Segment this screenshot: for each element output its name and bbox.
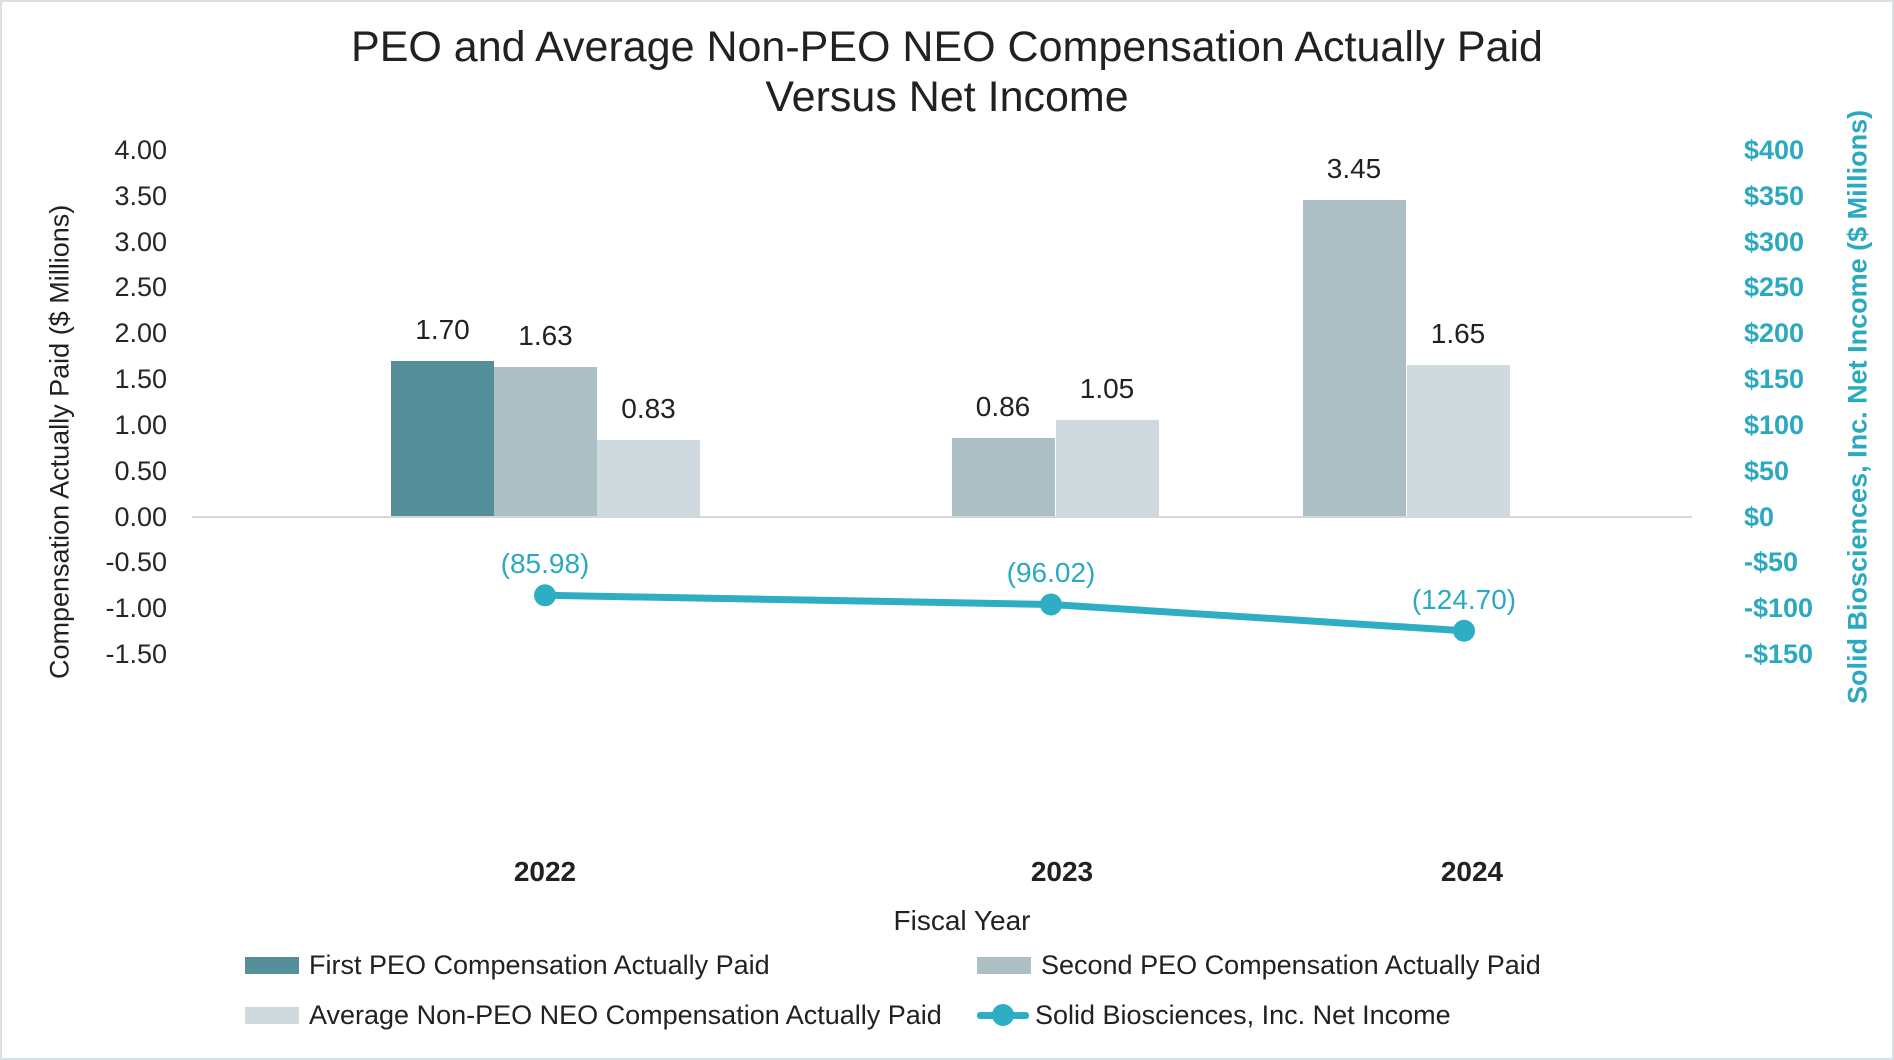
legend-item-avg-non-peo: Average Non-PEO NEO Compensation Actuall… (245, 998, 942, 1032)
right-axis-tick: $250 (1744, 272, 1805, 303)
chart-title-line1: PEO and Average Non-PEO NEO Compensation… (351, 23, 1543, 71)
right-axis-tick: $400 (1744, 135, 1805, 165)
bar-2024-series-1 (1302, 200, 1406, 517)
right-axis-tick: -$150 (1744, 638, 1814, 669)
bar-data-label: 1.65 (1430, 318, 1486, 350)
left-axis-tick: 3.00 (114, 226, 167, 257)
left-axis-tick: 0.00 (114, 501, 167, 532)
avg-non-peo-swatch-icon (245, 1006, 299, 1024)
right-axis-tick: -$50 (1744, 547, 1799, 578)
x-axis-line (192, 516, 1692, 518)
net-income-line-marker-icon (977, 1004, 1029, 1026)
bar-2024-series-2 (1406, 365, 1510, 517)
left-axis-tick: -1.00 (105, 593, 167, 624)
right-axis-tick: $200 (1744, 318, 1805, 349)
legend-label: Second PEO Compensation Actually Paid (1041, 949, 1541, 980)
bar-data-label: 0.86 (975, 390, 1031, 422)
bar-2022-series-2 (597, 440, 700, 517)
right-axis-tick: $50 (1744, 455, 1790, 486)
legend-item-first-peo: First PEO Compensation Actually Paid (245, 948, 770, 982)
legend-label: Solid Biosciences, Inc. Net Income (1035, 999, 1451, 1030)
right-axis-tick: -$100 (1744, 593, 1814, 624)
left-axis-tick: 1.50 (114, 364, 167, 395)
chart-title-line2: Versus Net Income (765, 73, 1129, 121)
left-axis-tick: -1.50 (105, 638, 167, 669)
right-axis-tick: $350 (1744, 180, 1805, 211)
left-axis-tick: 1.00 (114, 409, 167, 440)
chart-title: PEO and Average Non-PEO NEO Compensation… (2, 22, 1892, 122)
bar-2022-series-1 (494, 367, 597, 517)
x-axis-label-2022: 2022 (513, 856, 577, 887)
line-marker (534, 584, 556, 607)
line-marker (1453, 619, 1475, 642)
right-axis-tick: $100 (1744, 409, 1805, 440)
bar-2022-series-0 (391, 360, 494, 517)
x-axis-title: Fiscal Year (893, 905, 1031, 936)
bar-data-label: 1.05 (1079, 373, 1135, 405)
second-peo-swatch-icon (977, 956, 1031, 974)
first-peo-swatch-icon (245, 956, 299, 974)
net-income-data-label: (85.98) (500, 548, 590, 580)
net-income-data-label: (96.02) (1006, 557, 1096, 589)
line-marker (1040, 593, 1062, 616)
left-axis-tick: -0.50 (105, 547, 167, 578)
bar-data-label: 3.45 (1326, 153, 1382, 185)
right-axis-tick: $0 (1744, 501, 1775, 532)
right-axis-tick: $150 (1744, 364, 1805, 395)
bar-data-label: 1.63 (518, 320, 573, 352)
bar-2023-series-1 (951, 437, 1055, 517)
legend-label: Average Non-PEO NEO Compensation Actuall… (309, 999, 942, 1030)
left-axis-tick: 2.50 (114, 272, 167, 303)
legend-item-second-peo: Second PEO Compensation Actually Paid (977, 948, 1541, 982)
x-axis-label-2023: 2023 (1030, 856, 1094, 887)
left-axis-tick: 3.50 (114, 180, 167, 211)
net-income-data-label: (124.70) (1411, 583, 1517, 615)
left-axis-tick: 0.50 (114, 455, 167, 486)
bar-data-label: 1.70 (415, 313, 470, 345)
legend-item-net-income: Solid Biosciences, Inc. Net Income (977, 998, 1451, 1032)
left-axis-tick: 2.00 (114, 318, 167, 349)
bar-data-label: 0.83 (621, 393, 676, 425)
bar-2023-series-2 (1055, 420, 1159, 517)
left-axis-tick: 4.00 (114, 135, 167, 165)
legend-label: First PEO Compensation Actually Paid (309, 949, 770, 980)
x-axis-label-2024: 2024 (1440, 856, 1504, 887)
right-axis-tick: $300 (1744, 226, 1805, 257)
